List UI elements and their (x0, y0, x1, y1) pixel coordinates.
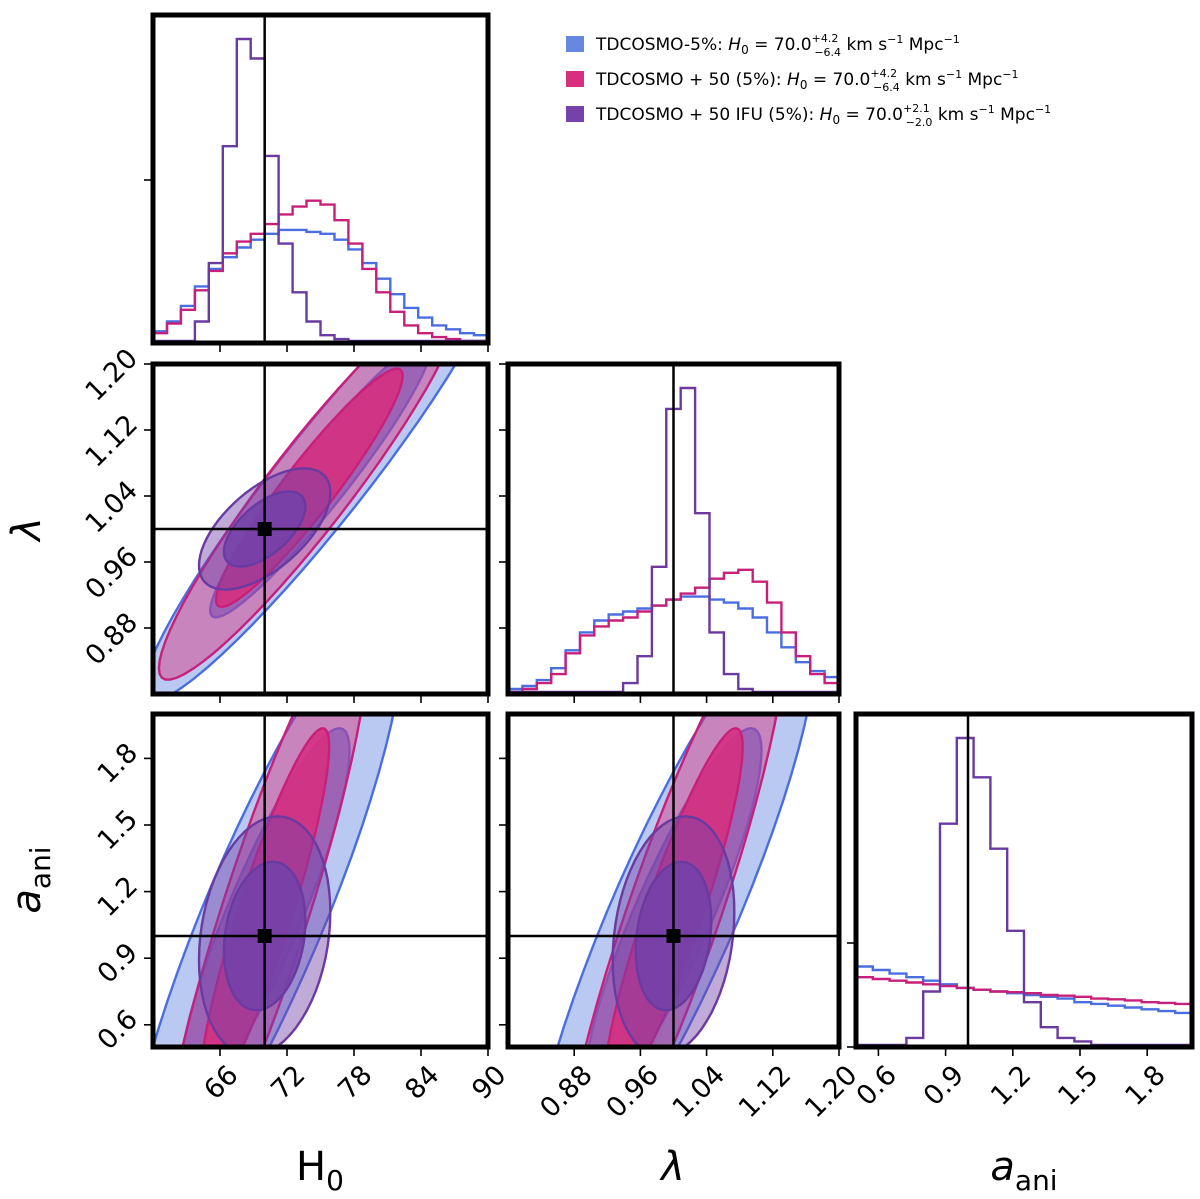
panel-lambda_a (556, 714, 809, 1047)
x-tick-label: 90 (466, 1060, 512, 1106)
legend-swatch (566, 36, 584, 52)
legend-entry: TDCOSMO-5%: H0 = 70.0+4.2 −6.4 km s−1 Mpc… (595, 32, 960, 59)
panel-frame (150, 711, 491, 1050)
x-tick-label: 66 (198, 1060, 244, 1106)
x-tick-label: 0.96 (600, 1060, 664, 1124)
legend: TDCOSMO-5%: H0 = 70.0+4.2 −6.4 km s−1 Mpc… (566, 32, 1051, 129)
x-tick-label: 0.88 (534, 1060, 598, 1124)
axis-label-lambda: λ (4, 517, 50, 543)
axis-label-layer: H0 λ aani λ aani (4, 517, 1058, 1197)
y-tick-label: 1.2 (92, 871, 144, 923)
x-tick-label: 0.6 (851, 1060, 903, 1112)
histogram-a_ani (854, 736, 1192, 1047)
truth-marker (257, 929, 272, 943)
panel-frame (150, 361, 491, 697)
x-tick-label: 72 (265, 1060, 311, 1106)
panel-frame (853, 711, 1195, 1050)
axis-label-a_ani: aani (4, 846, 57, 913)
y-tick-label: 1.20 (80, 343, 144, 407)
frame-layer (150, 12, 1195, 1050)
x-tick-label: 0.9 (918, 1060, 970, 1112)
y-tick-label: 1.8 (92, 737, 144, 789)
x-tick-label: 1.5 (1052, 1060, 1104, 1112)
hist-series-3 (856, 736, 1192, 1047)
x-tick-label: 78 (332, 1060, 378, 1106)
legend-entry: TDCOSMO + 50 (5%): H0 = 70.0+4.2 −6.4 km … (595, 67, 1019, 94)
axis-label-a_ani: aani (990, 1144, 1057, 1197)
y-tick-label: 1.12 (80, 409, 144, 473)
histogram-H0 (151, 37, 488, 343)
legend-swatch (566, 106, 584, 122)
y-tick-label: 0.88 (80, 607, 144, 671)
panel-frame (505, 711, 842, 1050)
legend-entry: TDCOSMO + 50 IFU (5%): H0 = 70.0+2.1 −2.0… (595, 102, 1051, 129)
x-tick-label: 1.8 (1119, 1060, 1171, 1112)
panel-frame (150, 12, 491, 346)
panel-H0_a (153, 714, 395, 1047)
y-tick-label: 1.5 (92, 804, 144, 856)
y-tick-label: 0.96 (80, 541, 144, 605)
legend-swatch (566, 71, 584, 87)
hist-series-3 (153, 37, 488, 343)
y-tick-label: 0.9 (92, 937, 144, 989)
y-tick-label: 1.04 (80, 475, 144, 539)
y-tick-label: 0.6 (92, 1004, 144, 1056)
truth-marker (666, 929, 681, 943)
panel-frame (505, 361, 842, 697)
hist-series-1 (151, 228, 488, 341)
contour-layer (153, 364, 809, 1047)
axis-label-lambda: λ (659, 1144, 685, 1190)
truth-marker (257, 522, 272, 536)
x-tick-label: 1.12 (733, 1060, 797, 1124)
axis-label-H0: H0 (296, 1144, 344, 1197)
x-tick-label: 1.2 (985, 1060, 1037, 1112)
x-tick-label: 1.04 (667, 1060, 731, 1124)
hist-series-2 (151, 199, 488, 343)
x-tick-label: 84 (399, 1060, 445, 1106)
